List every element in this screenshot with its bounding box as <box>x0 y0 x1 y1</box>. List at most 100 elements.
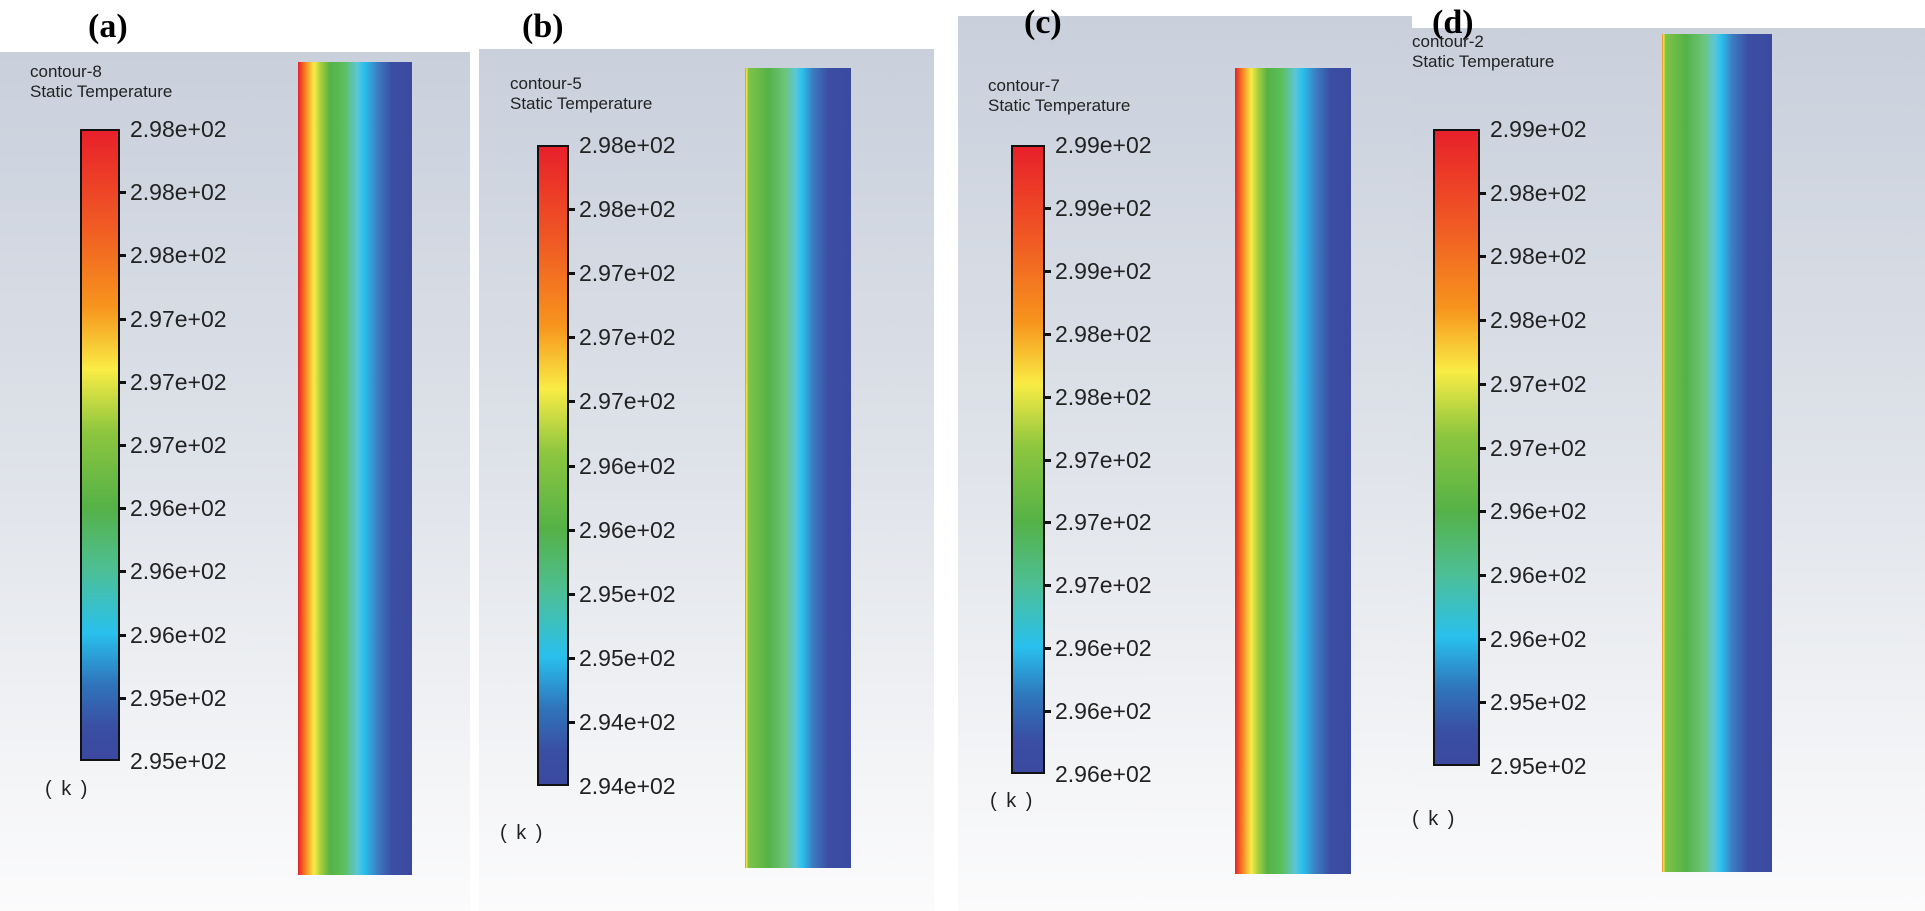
colorbar-tick-label: 2.96e+02 <box>579 516 676 543</box>
colorbar-tick <box>1480 637 1486 641</box>
colorbar-tick-label: 2.97e+02 <box>579 388 676 415</box>
colorbar-tick-label: 2.97e+02 <box>1055 446 1152 473</box>
colorbar-tick <box>1045 647 1051 651</box>
colorbar-tick <box>569 528 575 532</box>
colorbar-tick <box>1045 584 1051 588</box>
colorbar-tick <box>1045 710 1051 714</box>
colorbar-tick-label: 2.97e+02 <box>1055 572 1152 599</box>
colorbar-tick-label: 2.98e+02 <box>1490 179 1587 206</box>
unit-label: ( k ) <box>45 778 90 800</box>
colorbar-tick-label: 2.98e+02 <box>130 179 227 206</box>
colorbar-tick <box>569 336 575 340</box>
panel-label-b: (b) <box>522 8 564 45</box>
colorbar-tick-label: 2.95e+02 <box>130 748 227 774</box>
colorbar-tick <box>1480 319 1486 323</box>
colorbar-tick-label: 2.99e+02 <box>1490 116 1587 142</box>
colorbar-tick-label: 2.99e+02 <box>1055 132 1152 158</box>
colorbar <box>1433 129 1480 766</box>
colorbar-tick-label: 2.97e+02 <box>1490 370 1587 397</box>
colorbar-tick <box>120 380 126 384</box>
colorbar-tick-label: 2.97e+02 <box>579 260 676 287</box>
colorbar-tick <box>1480 510 1486 514</box>
colorbar-tick-label: 2.98e+02 <box>1055 383 1152 410</box>
contour-name: contour-7 <box>988 76 1060 95</box>
colorbar-tick <box>569 656 575 660</box>
legend-title: contour-5 Static Temperature <box>510 74 652 114</box>
colorbar-tick-label: 2.97e+02 <box>579 324 676 351</box>
contour-name: contour-8 <box>30 62 102 81</box>
colorbar-tick-label: 2.97e+02 <box>1490 434 1587 461</box>
colorbar-tick <box>1045 332 1051 336</box>
legend-title: contour-2 Static Temperature <box>1412 32 1554 72</box>
colorbar-tick <box>569 720 575 724</box>
colorbar-tick <box>1480 701 1486 705</box>
panel-label-a: (a) <box>88 8 128 45</box>
colorbar-tick <box>1045 458 1051 462</box>
colorbar-tick <box>569 592 575 596</box>
colorbar-tick-label: 2.96e+02 <box>1490 498 1587 525</box>
colorbar-tick-label: 2.97e+02 <box>130 368 227 395</box>
colorbar-tick <box>1480 446 1486 450</box>
colorbar-tick-label: 2.98e+02 <box>579 132 676 158</box>
colorbar-tick <box>1045 206 1051 210</box>
colorbar-tick-label: 2.96e+02 <box>1490 561 1587 588</box>
colorbar-tick-label: 2.95e+02 <box>1490 689 1587 716</box>
colorbar <box>537 145 569 786</box>
colorbar-tick-label: 2.98e+02 <box>1490 307 1587 334</box>
colorbar-tick-label: 2.97e+02 <box>130 305 227 332</box>
colorbar-tick-label: 2.96e+02 <box>1055 635 1152 662</box>
panel-label-d: (d) <box>1432 4 1474 41</box>
variable-name: Static Temperature <box>988 96 1131 115</box>
legend-title: contour-8 Static Temperature <box>30 62 172 102</box>
temperature-contour-strip <box>1662 34 1772 872</box>
colorbar-tick-label: 2.96e+02 <box>579 452 676 479</box>
colorbar-tick <box>120 254 126 258</box>
colorbar-tick-label: 2.97e+02 <box>130 432 227 458</box>
colorbar-tick-label: 2.95e+02 <box>1490 753 1587 779</box>
colorbar-tick <box>569 208 575 212</box>
colorbar-tick-label: 2.98e+02 <box>1490 243 1587 270</box>
colorbar-tick <box>1045 395 1051 399</box>
contour-name: contour-5 <box>510 74 582 93</box>
legend-title: contour-7 Static Temperature <box>988 76 1130 116</box>
colorbar-tick-label: 2.96e+02 <box>130 558 227 585</box>
colorbar-tick <box>120 570 126 574</box>
colorbar-tick-label: 2.98e+02 <box>1055 320 1152 347</box>
variable-name: Static Temperature <box>30 82 173 101</box>
variable-name: Static Temperature <box>510 94 653 113</box>
colorbar <box>80 129 120 761</box>
colorbar-tick <box>1480 255 1486 259</box>
temperature-contour-strip <box>745 68 851 868</box>
colorbar-tick-label: 2.98e+02 <box>130 116 227 142</box>
colorbar-tick-label: 2.95e+02 <box>579 580 676 607</box>
colorbar-tick-label: 2.94e+02 <box>579 773 676 799</box>
colorbar-tick-label: 2.96e+02 <box>130 621 227 648</box>
colorbar-tick-label: 2.96e+02 <box>1055 761 1152 787</box>
colorbar-tick-label: 2.97e+02 <box>1055 509 1152 536</box>
colorbar-tick <box>120 444 126 447</box>
colorbar-tick-label: 2.95e+02 <box>579 644 676 671</box>
colorbar-tick <box>120 317 126 321</box>
colorbar-tick-label: 2.99e+02 <box>1055 257 1152 284</box>
colorbar-tick <box>569 400 575 404</box>
contour-name: contour-2 <box>1412 32 1484 51</box>
variable-name: Static Temperature <box>1412 52 1555 71</box>
colorbar-tick <box>1480 191 1486 195</box>
colorbar-tick <box>1480 573 1486 577</box>
colorbar-tick <box>120 191 126 195</box>
colorbar-tick <box>569 464 575 468</box>
colorbar-tick <box>569 272 575 276</box>
colorbar-tick-label: 2.99e+02 <box>1055 194 1152 221</box>
colorbar-tick <box>1045 269 1051 273</box>
colorbar-tick-label: 2.98e+02 <box>130 242 227 269</box>
colorbar-tick-label: 2.96e+02 <box>1490 625 1587 652</box>
colorbar-tick <box>120 633 126 637</box>
panel-label-c: (c) <box>1024 4 1062 41</box>
colorbar-tick-label: 2.94e+02 <box>579 708 676 735</box>
colorbar-tick <box>1480 382 1486 386</box>
colorbar-tick-label: 2.96e+02 <box>1055 698 1152 725</box>
colorbar <box>1011 145 1045 774</box>
temperature-contour-strip <box>1235 68 1351 874</box>
colorbar-tick-label: 2.98e+02 <box>579 196 676 223</box>
temperature-contour-strip <box>298 62 412 875</box>
